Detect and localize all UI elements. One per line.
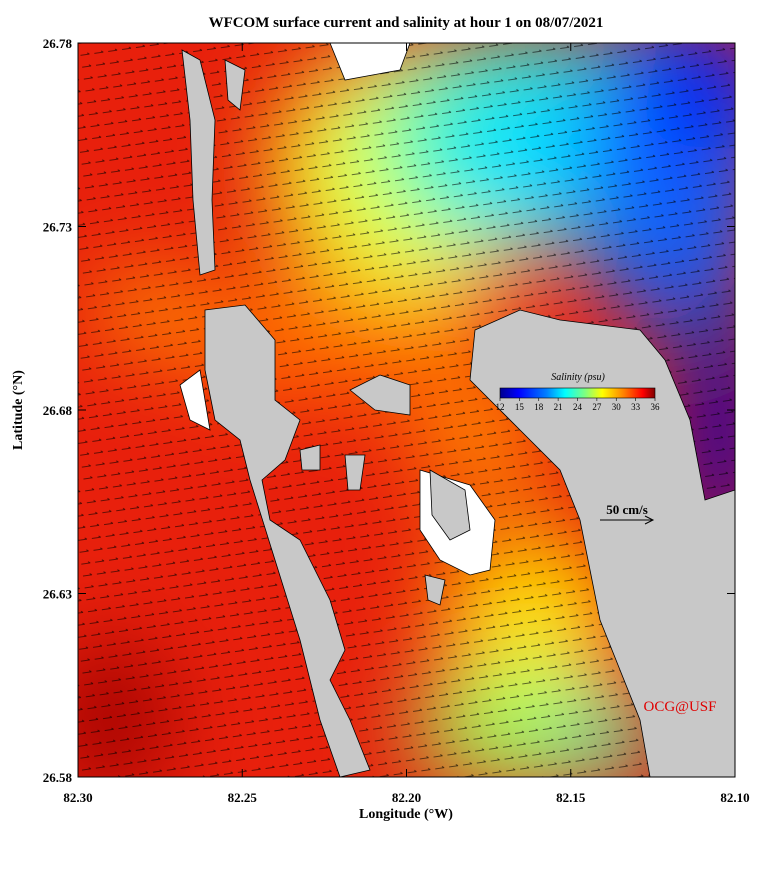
colorbar-tick-label: 36	[651, 402, 661, 412]
colorbar-tick-label: 21	[554, 402, 563, 412]
x-tick-label: 82.25	[228, 790, 258, 805]
y-tick-label: 26.68	[43, 403, 73, 418]
y-axis-label: Latitude (°N)	[11, 370, 26, 450]
colorbar-ramp	[499, 387, 656, 399]
colorbar-tick-label: 24	[573, 402, 583, 412]
salinity-field	[78, 43, 735, 777]
colorbar-tick-label: 27	[592, 402, 602, 412]
colorbar-tick-label: 18	[534, 402, 544, 412]
colorbar-tick-label: 12	[496, 402, 505, 412]
y-tick-label: 26.58	[43, 770, 73, 785]
x-axis-label: Longitude (°W)	[359, 807, 453, 822]
land	[179, 43, 735, 777]
y-tick-label: 26.63	[43, 587, 73, 602]
x-tick-label: 82.10	[720, 790, 749, 805]
x-tick-label: 82.30	[63, 790, 92, 805]
x-tick-label: 82.20	[392, 790, 421, 805]
y-tick-label: 26.78	[43, 36, 73, 51]
colorbar-tick-label: 30	[612, 402, 622, 412]
scale-arrow: 50 cm/s	[600, 502, 655, 525]
colorbar-tick-label: 15	[515, 402, 525, 412]
scale-arrow-label: 50 cm/s	[606, 502, 648, 517]
colorbar-title: Salinity (psu)	[551, 372, 605, 383]
x-tick-label: 82.15	[556, 790, 586, 805]
y-tick-label: 26.73	[43, 220, 73, 235]
credit: OCG@USF	[643, 699, 716, 715]
colorbar-tick-label: 33	[631, 402, 641, 412]
scale-arrow-head	[644, 515, 655, 525]
title: WFCOM surface current and salinity at ho…	[209, 15, 604, 31]
